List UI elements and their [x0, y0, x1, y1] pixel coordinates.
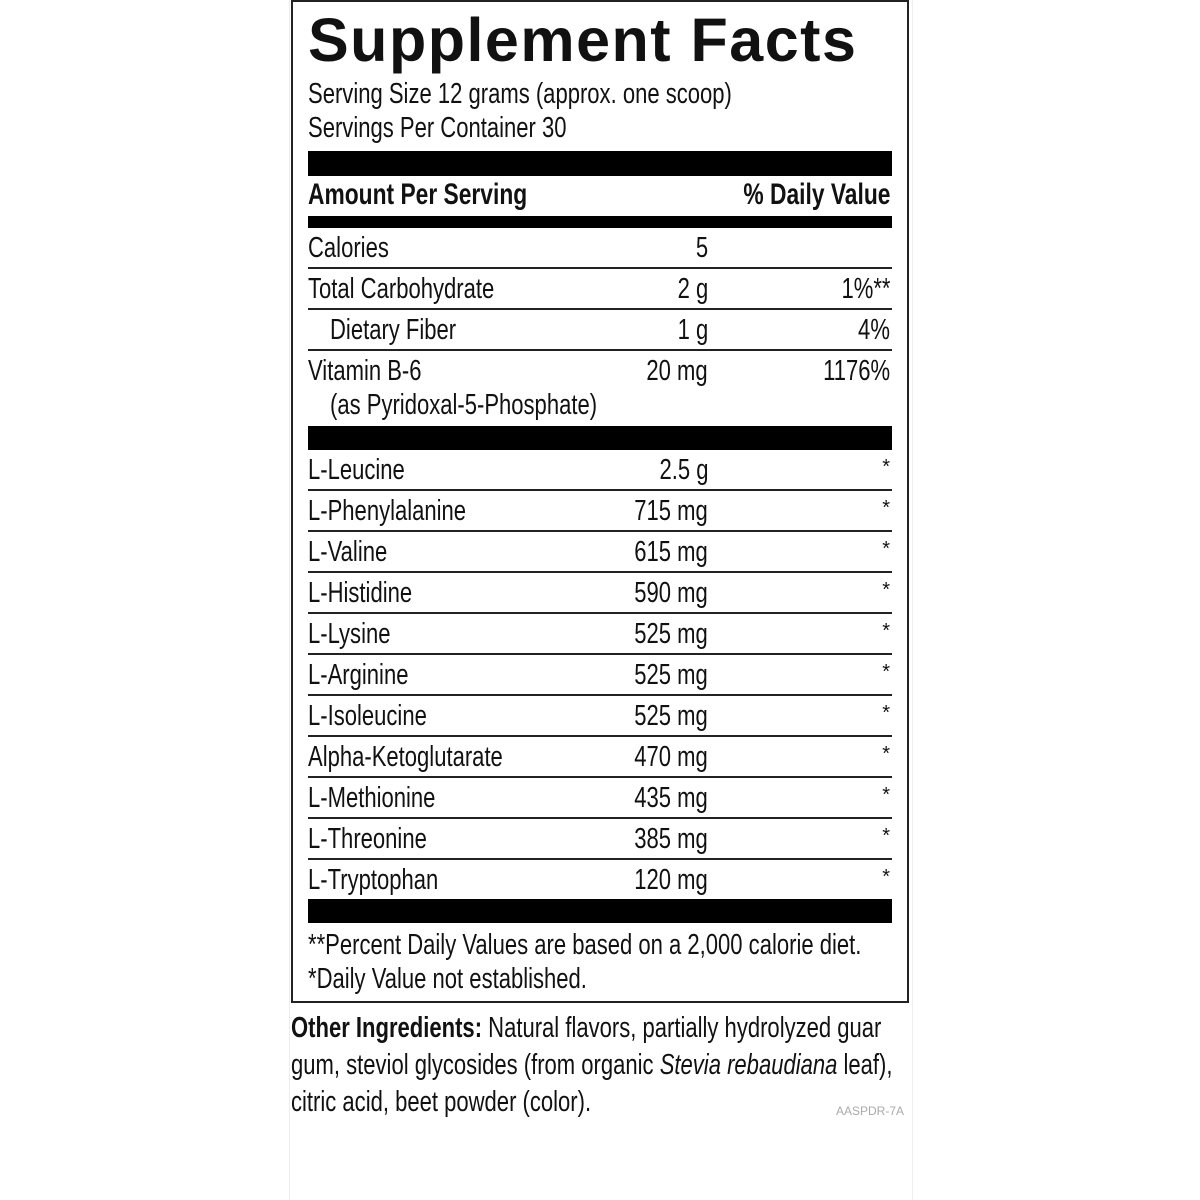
label-panel	[289, 0, 913, 1200]
amino-acid-amount: 615 mg	[634, 536, 708, 568]
amino-acid-daily-value: *	[882, 661, 890, 683]
amino-acid-daily-value: *	[882, 497, 890, 519]
amino-acid-daily-value: *	[882, 825, 890, 847]
amino-acid-amount: 385 mg	[634, 823, 708, 855]
other-ingredients-label: Other Ingredients:	[291, 1012, 483, 1044]
other-ingredients-italic: Stevia rebaudiana	[659, 1049, 838, 1081]
footnote-line: *Daily Value not established.	[308, 962, 892, 996]
nutrient-name: Dietary Fiber	[330, 314, 457, 346]
amino-acid-amount: 590 mg	[634, 577, 708, 609]
nutrient-row: Vitamin B-6 (as Pyridoxal-5-Phosphate) 20 …	[308, 351, 892, 427]
amount-per-serving-header: Amount Per Serving	[308, 178, 528, 211]
amino-acid-name: L-Methionine	[308, 782, 436, 814]
amino-acid-daily-value: *	[882, 866, 890, 888]
amino-acid-name: L-Lysine	[308, 618, 391, 650]
other-ingredients: Other Ingredients: Natural flavors, part…	[291, 1010, 911, 1121]
amino-acid-row: L-Threonine 385 mg *	[308, 819, 892, 860]
divider-bar	[308, 216, 892, 228]
footnote-percent-dv: **Percent Daily Values are based on a 2,…	[308, 929, 862, 961]
amino-acid-row: Alpha-Ketoglutarate 470 mg *	[308, 737, 892, 778]
amino-acid-name: L-Threonine	[308, 823, 427, 855]
amino-acid-daily-value: *	[882, 743, 890, 765]
amino-acid-row: L-Valine 615 mg *	[308, 532, 892, 573]
nutrient-name: Total Carbohydrate	[308, 273, 495, 305]
amino-acid-daily-value: *	[882, 456, 890, 478]
column-header: Amount Per Serving % Daily Value	[308, 178, 892, 214]
nutrient-row: Calories 5	[308, 228, 892, 269]
nutrient-daily-value: 4%	[858, 314, 890, 346]
nutrient-daily-value: 1%**	[840, 273, 890, 305]
title: Supplement Facts	[308, 6, 858, 74]
other-ingredients-part: leaf), citric acid, beet powder (color).	[291, 1049, 893, 1118]
footnote-line: **Percent Daily Values are based on a 2,…	[308, 928, 892, 962]
amino-acid-daily-value: *	[882, 620, 890, 642]
amino-acid-daily-value: *	[882, 702, 890, 724]
nutrient-amount: 1 g	[677, 314, 708, 346]
amino-acid-name: L-Valine	[308, 536, 388, 568]
amino-acid-row: L-Methionine 435 mg *	[308, 778, 892, 819]
divider-bar	[308, 899, 892, 923]
amino-acid-row: L-Phenylalanine 715 mg *	[308, 491, 892, 532]
nutrient-amount: 20 mg	[646, 355, 708, 387]
amino-acid-row: L-Isoleucine 525 mg *	[308, 696, 892, 737]
amino-acid-daily-value: *	[882, 784, 890, 806]
amino-acid-name: L-Arginine	[308, 659, 409, 691]
amino-acid-name: L-Tryptophan	[308, 864, 439, 896]
amino-acid-amount: 525 mg	[634, 659, 708, 691]
amino-acid-amount: 470 mg	[634, 741, 708, 773]
amino-acid-name: L-Leucine	[308, 454, 405, 486]
supplement-facts-box	[291, 0, 909, 1003]
nutrient-daily-value: 1176%	[823, 355, 890, 387]
amino-acid-amount: 525 mg	[634, 618, 708, 650]
serving-size: Serving Size 12 grams (approx. one scoop…	[308, 78, 732, 110]
other-ingredients-part: Natural flavors, partially hydrolyzed gu…	[291, 1012, 882, 1081]
serving-size-line: Serving Size 12 grams (approx. one scoop…	[308, 77, 892, 111]
amino-acid-amount: 2.5 g	[658, 454, 708, 486]
servings-per-container: Servings Per Container 30	[308, 112, 567, 144]
amino-acid-name: L-Isoleucine	[308, 700, 427, 732]
amino-acid-row: L-Lysine 525 mg *	[308, 614, 892, 655]
amino-acid-daily-value: *	[882, 538, 890, 560]
nutrient-subname: (as Pyridoxal-5-Phosphate)	[330, 389, 598, 421]
nutrient-row: Dietary Fiber 1 g 4%	[308, 310, 892, 351]
servings-per-container-line: Servings Per Container 30	[308, 111, 892, 145]
amino-acid-row: L-Tryptophan 120 mg *	[308, 860, 892, 901]
amino-acid-name: L-Phenylalanine	[308, 495, 467, 527]
amino-acid-row: L-Leucine 2.5 g *	[308, 450, 892, 491]
amino-acid-name: L-Histidine	[308, 577, 413, 609]
nutrient-amount: 5	[695, 232, 708, 264]
nutrient-name: Calories	[308, 232, 389, 264]
amino-acid-amount: 435 mg	[634, 782, 708, 814]
daily-value-header: % Daily Value	[742, 178, 890, 211]
nutrient-amount: 2 g	[677, 273, 708, 305]
amino-acid-amount: 525 mg	[634, 700, 708, 732]
amino-acid-amount: 120 mg	[634, 864, 708, 896]
divider-bar	[308, 151, 892, 176]
other-ingredients-text: Other Ingredients: Natural flavors, part…	[291, 1010, 907, 1121]
amino-acid-row: L-Arginine 525 mg *	[308, 655, 892, 696]
product-code: AASPDR-7A	[836, 1104, 905, 1118]
divider-bar	[308, 426, 892, 450]
amino-acid-row: L-Histidine 590 mg *	[308, 573, 892, 614]
nutrient-name: Vitamin B-6	[308, 355, 422, 387]
nutrient-row: Total Carbohydrate 2 g 1%**	[308, 269, 892, 310]
amino-acid-name: Alpha-Ketoglutarate	[308, 741, 503, 773]
amino-acid-daily-value: *	[882, 579, 890, 601]
amino-acid-amount: 715 mg	[634, 495, 708, 527]
footnote-dv-not-established: *Daily Value not established.	[308, 963, 587, 995]
